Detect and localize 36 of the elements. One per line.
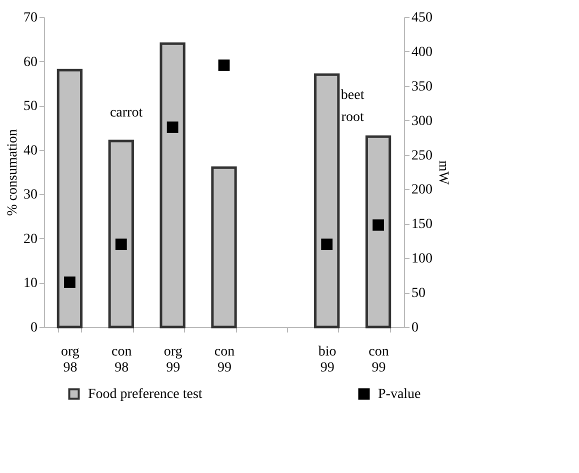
point [372,219,384,231]
point [115,238,127,250]
point [218,60,230,71]
y2-axis-title: mW [436,160,450,186]
y2-tick-label: 50 [412,286,426,302]
annotation: beet root [340,88,364,125]
y-tick-label: 20 [24,232,38,247]
x-tick-label: org 99 [164,344,182,376]
y-tick-label: 40 [24,143,38,158]
y2-tick-label: 250 [412,148,432,164]
y2-tick-label: 400 [412,44,432,60]
legend-label: P-value [378,387,421,402]
y-tick-label: 50 [24,99,38,114]
x-tick-label: org 98 [61,344,80,376]
y2-tick-label: 150 [412,217,432,232]
y-tick-label: 70 [24,10,38,26]
y2-tick-label: 100 [412,252,432,267]
y-tick-label: 0 [30,320,38,336]
y2-tick-label: 0 [412,320,418,336]
annotation: carrot [110,106,143,121]
y-axis-title: % consumation [6,129,20,216]
y2-tick-label: 200 [412,182,432,198]
y2-tick-label: 450 [412,10,432,26]
x-tick-label: con 99 [214,344,235,376]
y-tick-label: 10 [24,276,38,292]
y-tick-label: 30 [24,188,38,203]
x-tick-label: con 99 [368,344,389,376]
y2-tick-label: 300 [412,114,432,129]
point [321,238,333,250]
x-tick-label: bio 99 [318,344,336,376]
legend-label: Food preference test [88,387,202,402]
point [64,276,76,288]
y2-tick-label: 350 [412,79,432,94]
x-tick-label: con 98 [112,344,132,376]
y-tick-label: 60 [24,54,38,70]
point [166,122,178,133]
